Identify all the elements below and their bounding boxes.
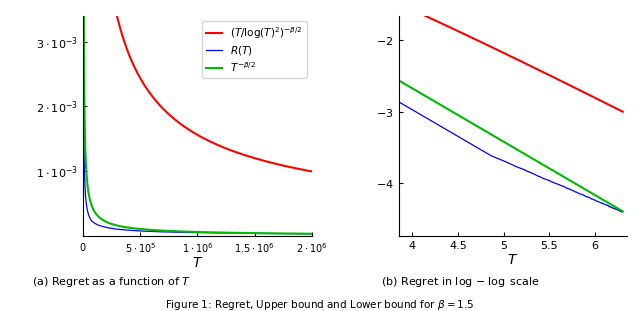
X-axis label: $T$: $T$ [192, 256, 203, 270]
Text: (a) Regret as a function of $T$: (a) Regret as a function of $T$ [33, 275, 191, 289]
Legend: $(T/\log(T)^2)^{-\beta/2}$, $R(T)$, $T^{-\beta/2}$: $(T/\log(T)^2)^{-\beta/2}$, $R(T)$, $T^{… [202, 21, 307, 78]
Text: (b) Regret in $\log - \log$ scale: (b) Regret in $\log - \log$ scale [381, 275, 540, 289]
X-axis label: $T$: $T$ [508, 253, 518, 267]
Text: Figure 1: Regret, Upper bound and Lower bound for $\beta = 1.5$: Figure 1: Regret, Upper bound and Lower … [165, 298, 475, 311]
